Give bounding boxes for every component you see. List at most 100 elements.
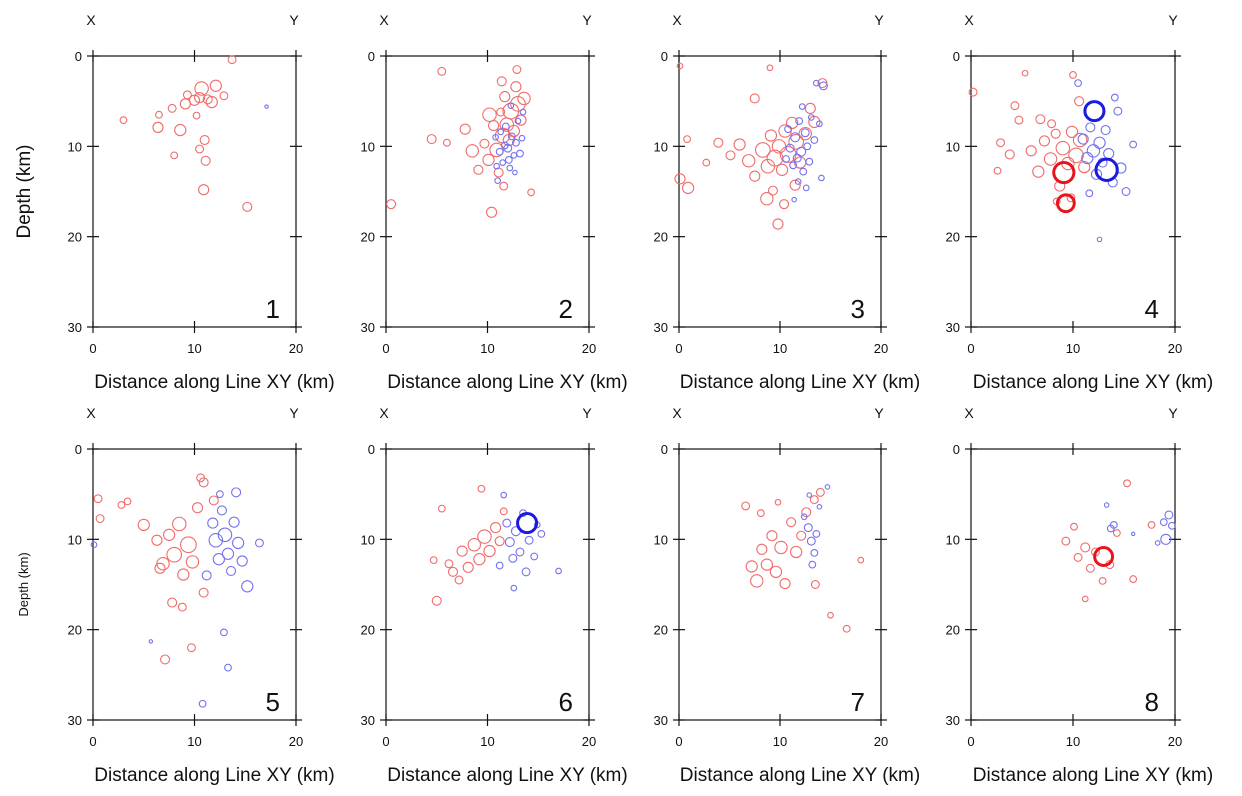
event-point — [756, 543, 768, 555]
event-point — [496, 76, 507, 87]
y-tick-label: 10 — [361, 532, 375, 547]
x-axis-label: Distance along Line XY (km) — [94, 765, 334, 786]
event-point — [1069, 71, 1077, 79]
event-point — [212, 553, 226, 566]
y-tick-label: 30 — [68, 713, 82, 728]
event-point — [504, 155, 513, 164]
event-point — [1121, 187, 1131, 196]
event-point — [137, 518, 150, 532]
event-point — [201, 570, 212, 581]
event-point — [152, 121, 164, 133]
event-point — [725, 150, 736, 161]
event-point — [766, 530, 778, 542]
event-point — [431, 595, 442, 606]
event-point — [202, 94, 213, 105]
event-point — [785, 143, 795, 153]
event-point — [798, 126, 812, 141]
major-event-point — [1055, 193, 1076, 214]
event-point — [681, 181, 695, 195]
event-point — [1085, 563, 1095, 573]
event-point — [782, 155, 790, 163]
event-point — [179, 98, 191, 110]
event-point — [497, 128, 505, 136]
event-point — [386, 199, 397, 210]
event-point — [760, 192, 774, 206]
event-point — [1077, 133, 1089, 145]
event-point — [208, 495, 219, 506]
event-point — [749, 93, 760, 104]
event-point — [198, 587, 209, 598]
major-event-point — [1093, 546, 1115, 567]
y-tick-label: 20 — [68, 230, 82, 245]
event-point — [1100, 125, 1111, 136]
y-tick-label: 0 — [661, 49, 668, 64]
event-point — [220, 628, 228, 637]
event-point — [437, 504, 446, 513]
event-point — [198, 699, 207, 708]
event-point — [1081, 595, 1089, 603]
event-point — [818, 81, 828, 91]
event-point — [198, 184, 210, 196]
event-point — [499, 507, 508, 516]
y-tick-label: 20 — [946, 230, 960, 245]
y-tick-label: 10 — [654, 139, 668, 154]
panel-4: 0 10 20 30 0 10 20 X Y Distance along Line XY (km… — [946, 12, 1214, 393]
event-point — [426, 134, 437, 145]
event-point — [506, 164, 514, 172]
event-point — [504, 537, 515, 548]
event-point — [514, 117, 522, 125]
event-point — [1129, 140, 1138, 149]
event-point — [788, 133, 804, 150]
y-tick-label: 10 — [68, 532, 82, 547]
major-event-point — [516, 512, 539, 535]
panel-number: 7 — [851, 687, 865, 717]
x-tick-label: 0 — [382, 341, 389, 356]
event-point — [1103, 502, 1110, 508]
event-point — [1096, 236, 1103, 243]
event-point — [221, 547, 235, 560]
y-tick-label: 10 — [68, 139, 82, 154]
event-point — [192, 111, 201, 120]
event-point — [774, 540, 788, 555]
event-point — [713, 137, 724, 148]
event-point — [818, 174, 825, 182]
event-point — [1154, 540, 1161, 546]
event-point — [530, 552, 539, 561]
event-point — [162, 528, 176, 541]
event-point — [733, 138, 746, 151]
y-tick-label: 10 — [361, 139, 375, 154]
panel-7: 0 10 20 30 0 10 20 X Y Distance along Line XY (km… — [654, 405, 921, 786]
x-axis-label: Distance along Line XY (km) — [680, 765, 920, 786]
event-point — [676, 62, 684, 70]
event-point — [827, 611, 834, 619]
event-point — [1130, 531, 1136, 537]
event-point — [1074, 79, 1083, 88]
event-point — [219, 91, 229, 101]
y-tick-label: 30 — [361, 713, 375, 728]
event-point — [1160, 533, 1172, 545]
event-point — [683, 135, 691, 144]
event-point — [813, 79, 820, 87]
y-tick-label: 30 — [946, 320, 960, 335]
panel-2: 0 10 20 30 0 10 20 X Y Distance along Line XY (km… — [361, 12, 628, 393]
event-point — [741, 501, 751, 511]
event-point — [754, 142, 771, 158]
x-tick-label: 20 — [289, 734, 303, 749]
event-point — [857, 556, 865, 564]
x-tick-label: 0 — [675, 341, 682, 356]
event-point — [195, 144, 205, 154]
event-point — [119, 116, 128, 125]
x-tick-label: 10 — [187, 734, 201, 749]
event-point — [1025, 145, 1037, 157]
event-point — [807, 114, 815, 121]
event-point — [842, 624, 851, 633]
event-point — [517, 91, 531, 106]
x-tick-label: 10 — [773, 341, 787, 356]
event-point — [790, 132, 801, 143]
event-point — [993, 166, 1002, 175]
y-tick-label: 20 — [654, 230, 668, 245]
event-point — [1066, 193, 1076, 203]
x-tick-label: 10 — [1066, 734, 1080, 749]
event-point — [1147, 520, 1156, 529]
event-point — [198, 477, 209, 488]
